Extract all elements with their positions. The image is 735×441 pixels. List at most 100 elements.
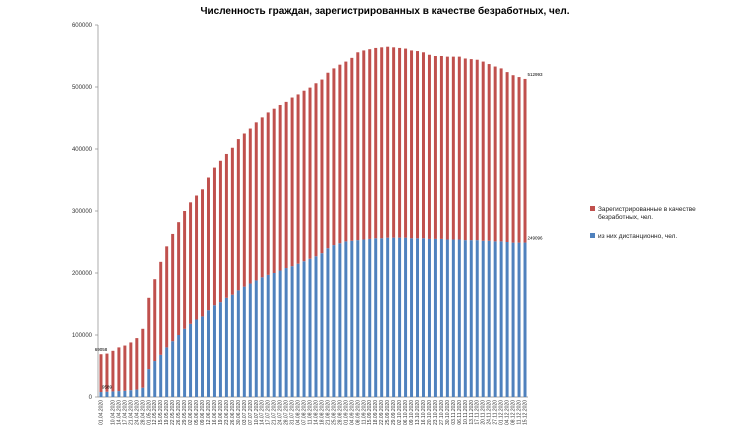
x-tick-label: 11.12.2020 (517, 400, 523, 425)
x-tick-label: 04.08.2020 (296, 400, 302, 425)
x-tick-label: 20.10.2020 (427, 400, 433, 425)
bar-remote (326, 248, 330, 397)
bar-registered (439, 56, 443, 239)
bar-registered (493, 66, 497, 242)
bar-registered (201, 189, 205, 317)
x-tick-label: 15.12.2020 (523, 400, 529, 425)
bar-registered (147, 297, 151, 370)
bar-registered (171, 233, 175, 342)
bar-remote (505, 242, 509, 397)
bar-remote (201, 316, 205, 397)
bar-remote (362, 239, 366, 397)
bar-remote (451, 239, 455, 397)
bar-remote (356, 240, 360, 397)
bar-registered (105, 353, 109, 392)
bar-remote (487, 240, 491, 397)
bar-remote (368, 238, 372, 397)
bar-remote (195, 319, 199, 397)
x-tick-label: 03.11.2020 (451, 400, 457, 425)
bar-registered (189, 202, 193, 324)
bar-registered (505, 72, 509, 243)
bar-registered (183, 211, 187, 329)
bar-registered (302, 90, 306, 262)
bar-registered (153, 279, 157, 362)
x-tick-label: 06.11.2020 (457, 400, 463, 425)
bar-registered (266, 112, 270, 275)
x-tick-label: 25.08.2020 (331, 400, 337, 425)
bar-remote (445, 239, 449, 397)
bar-remote (183, 328, 187, 397)
x-tick-label: 12.05.2020 (152, 400, 158, 425)
x-tick-label: 22.05.2020 (170, 400, 176, 425)
bar-registered (260, 117, 264, 278)
bar-registered (517, 77, 521, 243)
x-tick-label: 22.09.2020 (379, 400, 385, 425)
bar-registered (278, 104, 282, 271)
bar-registered (242, 133, 246, 287)
data-label-registered: 512993 (527, 72, 543, 77)
bar-registered (362, 50, 366, 240)
bar-remote (290, 266, 294, 397)
x-tick-label: 21.04.2020 (128, 400, 134, 425)
bar-registered (404, 48, 408, 238)
x-tick-label: 10.11.2020 (463, 400, 469, 425)
y-tick-label: 400000 (72, 147, 93, 153)
bar-registered (368, 49, 372, 239)
x-tick-label: 01.09.2020 (343, 400, 349, 425)
x-tick-label: 31.07.2020 (290, 400, 296, 425)
bar-remote (123, 390, 127, 397)
bar-remote (177, 335, 181, 397)
bar-registered (326, 72, 330, 249)
x-tick-label: 18.08.2020 (319, 400, 325, 425)
bar-registered (421, 52, 425, 239)
bar-registered (117, 347, 121, 392)
y-tick-label: 300000 (72, 209, 93, 215)
bar-registered (314, 83, 318, 257)
bar-registered (344, 61, 348, 242)
bar-registered (141, 328, 145, 388)
x-tick-label: 28.04.2020 (140, 400, 146, 425)
bar-remote (236, 290, 240, 397)
bar-registered (523, 78, 527, 243)
x-tick-label: 14.08.2020 (313, 400, 319, 425)
bar-remote (224, 297, 228, 397)
bar-remote (386, 237, 390, 397)
x-tick-label: 16.10.2020 (421, 400, 427, 425)
x-tick-label: 21.07.2020 (272, 400, 278, 425)
x-tick-label: 03.07.2020 (242, 400, 248, 425)
bar-remote (523, 242, 527, 397)
bar-registered (248, 128, 252, 284)
x-tick-label: 04.09.2020 (349, 400, 355, 425)
bar-remote (159, 354, 163, 397)
bar-remote (254, 280, 258, 397)
bar-registered (457, 56, 461, 240)
bar-registered (427, 54, 431, 239)
legend-swatch-remote (590, 233, 595, 238)
x-tick-label: 14.07.2020 (260, 400, 266, 425)
bar-registered (218, 160, 222, 303)
x-tick-label: 01.12.2020 (499, 400, 505, 425)
x-tick-label: 08.12.2020 (511, 400, 517, 425)
bar-remote (314, 256, 318, 397)
x-tick-label: 21.08.2020 (325, 400, 331, 425)
bar-remote (278, 270, 282, 397)
bar-registered (374, 47, 378, 239)
x-tick-label: 06.10.2020 (403, 400, 409, 425)
bar-registered (177, 222, 181, 335)
bar-remote (481, 240, 485, 397)
x-tick-label: 02.06.2020 (188, 400, 194, 425)
x-tick-label: 24.11.2020 (487, 400, 493, 425)
bar-registered (410, 50, 414, 239)
bar-remote (111, 391, 115, 397)
bar-remote (344, 241, 348, 397)
x-tick-label: 04.12.2020 (505, 400, 511, 425)
bar-remote (206, 310, 210, 397)
x-tick-label: 17.04.2020 (122, 400, 128, 425)
bar-registered (135, 338, 139, 390)
bar-remote (421, 238, 425, 397)
bar-remote (404, 237, 408, 397)
legend-swatch-registered (590, 206, 595, 211)
x-axis: 01.04.2020 10.04.2020 14.04.2020 17.04.2020… (98, 396, 529, 425)
bar-remote (147, 369, 151, 397)
bar-remote (469, 240, 473, 397)
